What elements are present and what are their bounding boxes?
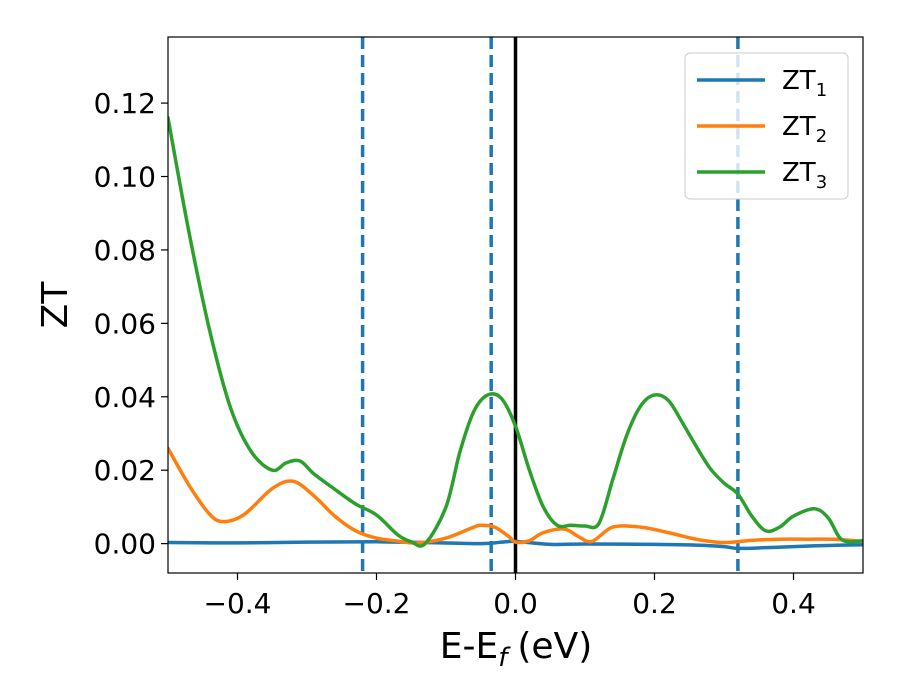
x-tick-label: 0.0 bbox=[493, 587, 538, 620]
x-tick-label: −0.4 bbox=[204, 587, 272, 620]
y-tick-label: 0.00 bbox=[94, 528, 156, 561]
legend-label-zt1: ZT1 bbox=[782, 66, 827, 101]
y-axis: 0.00 0.02 0.04 0.06 0.08 0.10 0.12 bbox=[94, 87, 168, 561]
x-tick-label: 0.2 bbox=[632, 587, 677, 620]
x-axis: −0.4 −0.2 0.0 0.2 0.4 bbox=[204, 573, 816, 620]
y-tick-label: 0.06 bbox=[94, 307, 156, 340]
x-tick-label: 0.4 bbox=[771, 587, 816, 620]
series-layer bbox=[168, 116, 863, 551]
y-tick-label: 0.04 bbox=[94, 381, 156, 414]
x-axis-label-main: E-E bbox=[440, 626, 498, 667]
series-line-zt3 bbox=[168, 116, 863, 548]
y-tick-label: 0.02 bbox=[94, 454, 156, 487]
series-line-zt1 bbox=[168, 539, 863, 551]
x-axis-label-unit: (eV) bbox=[517, 626, 592, 667]
legend-label-zt2: ZT2 bbox=[782, 112, 827, 147]
y-tick-label: 0.08 bbox=[94, 234, 156, 267]
x-axis-label: E-Ef (eV) bbox=[440, 626, 593, 673]
series-line-zt2 bbox=[168, 446, 863, 545]
x-tick-label: −0.2 bbox=[343, 587, 411, 620]
y-tick-label: 0.10 bbox=[94, 161, 156, 194]
y-tick-label: 0.12 bbox=[94, 87, 156, 120]
y-axis-label: ZT bbox=[35, 281, 76, 329]
legend: ZT1 ZT2 ZT3 bbox=[684, 52, 849, 200]
legend-label-zt3: ZT3 bbox=[782, 158, 827, 193]
x-axis-label-subscript: f bbox=[498, 643, 511, 673]
reference-lines bbox=[360, 37, 740, 573]
legend-box bbox=[684, 52, 849, 200]
